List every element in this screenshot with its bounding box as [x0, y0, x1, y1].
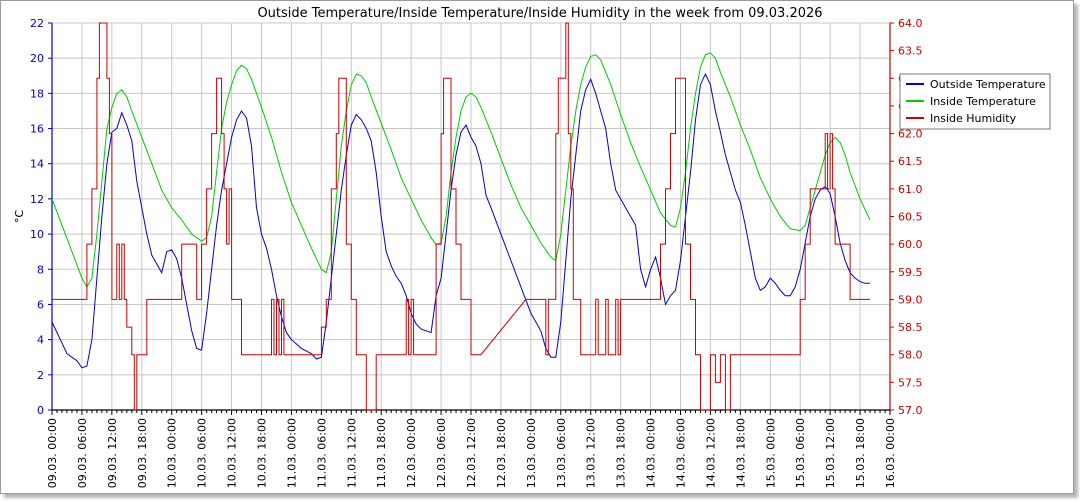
legend: Outside Temperature Inside Temperature Ins… [899, 73, 1051, 130]
left-tick-label: 10 [30, 228, 44, 241]
x-tick-label: 12.03. 12:00 [465, 418, 478, 488]
left-tick-label: 6 [37, 298, 44, 311]
right-tick-label: 58.5 [898, 321, 923, 334]
x-tick-label: 10.03. 00:00 [166, 418, 179, 488]
legend-label: Inside Temperature [930, 95, 1036, 108]
right-tick-label: 58.0 [898, 349, 923, 362]
x-tick-label: 15.03. 18:00 [854, 418, 867, 488]
left-axis-ticks: 0 2 4 6 8 10 12 14 16 18 20 22 [30, 17, 52, 417]
x-tick-label: 13.03. 00:00 [525, 418, 538, 488]
right-tick-label: 57.0 [898, 404, 923, 417]
right-tick-label: 64.0 [898, 17, 923, 30]
x-tick-label: 14.03. 18:00 [734, 418, 747, 488]
legend-box [899, 73, 1051, 130]
right-tick-label: 60.5 [898, 211, 923, 224]
x-tick-label: 09.03. 06:00 [76, 418, 89, 488]
x-tick-label: 16.03. 00:00 [884, 418, 897, 488]
x-tick-label: 10.03. 12:00 [226, 418, 239, 488]
x-tick-label: 14.03. 12:00 [704, 418, 717, 488]
x-axis-ticks: 09.03. 00:00 09.03. 06:00 09.03. 12:00 09.0… [46, 410, 897, 488]
left-tick-label: 18 [30, 87, 44, 100]
x-tick-label: 15.03. 00:00 [764, 418, 777, 488]
x-tick-label: 12.03. 18:00 [495, 418, 508, 488]
right-tick-label: 60.0 [898, 238, 923, 251]
legend-label: Inside Humidity [930, 112, 1017, 125]
series-line-inside-humidity [52, 22, 870, 411]
x-tick-label: 14.03. 00:00 [645, 418, 658, 488]
x-tick-label: 10.03. 18:00 [256, 418, 269, 488]
right-tick-label: 59.0 [898, 293, 923, 306]
left-tick-label: 2 [37, 369, 44, 382]
x-tick-label: 11.03. 00:00 [285, 418, 298, 488]
x-tick-label: 11.03. 18:00 [375, 418, 388, 488]
legend-label: Outside Temperature [930, 78, 1046, 91]
left-tick-label: 22 [30, 17, 44, 30]
x-tick-label: 09.03. 12:00 [106, 418, 119, 488]
right-tick-label: 57.5 [898, 376, 923, 389]
x-tick-label: 12.03. 00:00 [405, 418, 418, 488]
x-tick-label: 15.03. 06:00 [794, 418, 807, 488]
x-tick-label: 13.03. 06:00 [555, 418, 568, 488]
x-tick-label: 11.03. 06:00 [315, 418, 328, 488]
right-tick-label: 59.5 [898, 266, 923, 279]
left-tick-label: 4 [37, 334, 44, 347]
left-tick-label: 16 [30, 123, 44, 136]
x-tick-label: 13.03. 12:00 [585, 418, 598, 488]
left-tick-label: 14 [30, 158, 44, 171]
x-tick-label: 12.03. 06:00 [435, 418, 448, 488]
x-tick-label: 11.03. 12:00 [345, 418, 358, 488]
left-tick-label: 20 [30, 52, 44, 65]
x-tick-label: 10.03. 06:00 [196, 418, 209, 488]
left-tick-label: 0 [37, 404, 44, 417]
series-line-inside-temperature [51, 52, 871, 288]
x-tick-label: 13.03. 18:00 [615, 418, 628, 488]
y-axis-label: °C [13, 210, 26, 224]
series-lines [51, 22, 871, 411]
right-tick-label: 61.5 [898, 155, 923, 168]
right-tick-label: 63.5 [898, 45, 923, 58]
x-tick-label: 15.03. 12:00 [824, 418, 837, 488]
left-tick-label: 8 [37, 263, 44, 276]
right-tick-label: 61.0 [898, 183, 923, 196]
x-tick-label: 09.03. 00:00 [46, 418, 59, 488]
right-tick-label: 62.0 [898, 128, 923, 141]
left-tick-label: 12 [30, 193, 44, 206]
series-line-outside-temperature [51, 72, 870, 369]
x-tick-label: 09.03. 18:00 [136, 418, 149, 488]
x-tick-label: 14.03. 06:00 [675, 418, 688, 488]
chart-title: Outside Temperature/Inside Temperature/I… [257, 6, 822, 21]
